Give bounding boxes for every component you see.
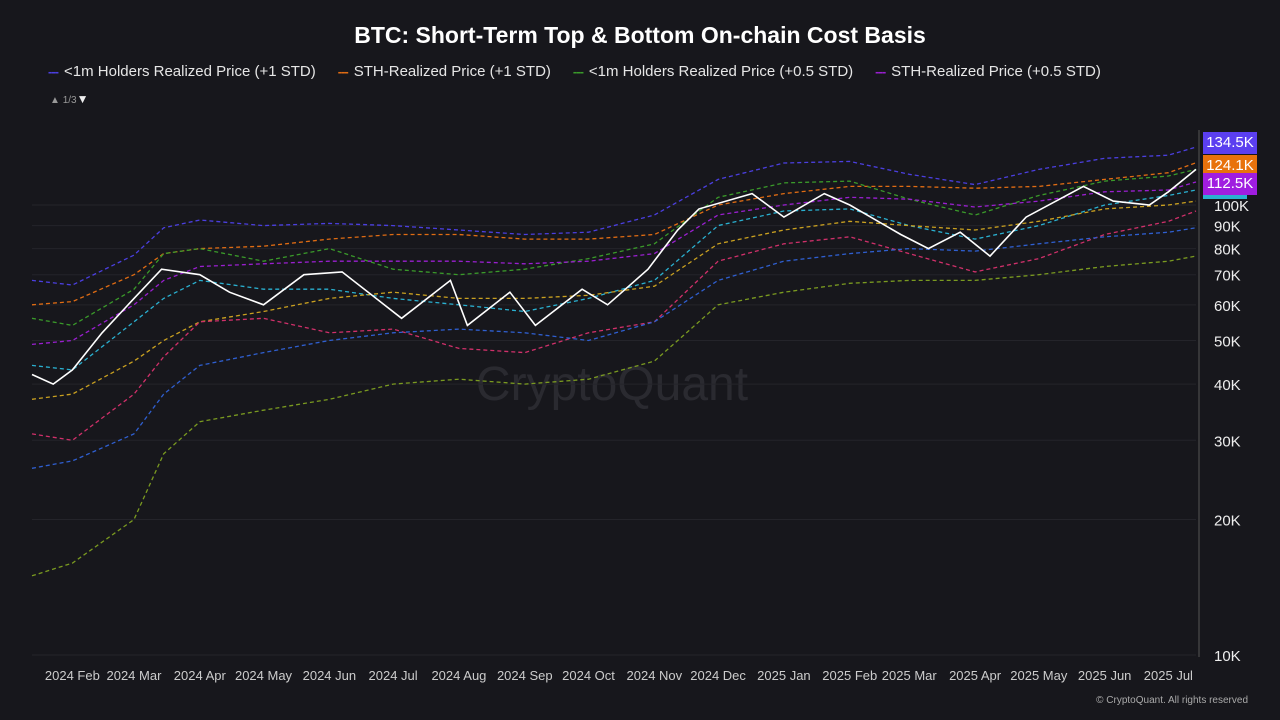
legend-dash-icon: --- [572,64,584,79]
x-tick-label: 2025 Jan [757,668,811,683]
copyright: © CryptoQuant. All rights reserved [1096,695,1248,706]
legend-label: STH-Realized Price (+0.5 STD) [891,63,1101,80]
x-tick-label: 2024 Feb [45,668,100,683]
x-tick-label: 2025 May [1010,668,1068,683]
series-line-0 [31,146,1197,286]
legend-dash-icon: --- [48,64,59,79]
x-tick-label: 2024 Dec [690,668,746,683]
legend-dash-icon: --- [337,64,349,79]
series-line-7 [31,227,1197,469]
y-tick-label: 10K [1214,648,1241,665]
series-line-5 [31,200,1197,400]
y-tick-label: 100K [1214,198,1249,215]
pager-down-icon[interactable]: ▼ [76,92,89,106]
x-tick-label: 2025 Jul [1144,668,1193,683]
y-tick-label: 50K [1214,333,1241,350]
series-line-6 [31,210,1197,441]
y-tick-label: 90K [1214,219,1241,236]
pager-up-icon[interactable]: ▲ [50,95,60,106]
y-tick-label: 80K [1214,242,1241,259]
y-tick-label: 30K [1214,433,1241,450]
legend-item[interactable]: --- <1m Holders Realized Price (+1 STD) [48,63,316,80]
x-tick-label: 2024 Mar [106,668,162,683]
legend-label: <1m Holders Realized Price (+0.5 STD) [588,63,854,80]
legend-item[interactable]: --- STH-Realized Price (+1 STD) [338,63,551,80]
y-tick-label: 40K [1214,377,1241,394]
x-tick-label: 2024 May [235,668,293,683]
last-value-badge-cyan [1203,195,1247,199]
btc-price-line [31,168,1197,386]
last-value-badge: 134.5K [1203,132,1257,154]
legend-dash-icon: --- [875,64,886,79]
x-tick-label: 2025 Apr [949,668,1002,683]
last-value-badge: 124.1K [1203,155,1257,177]
x-tick-label: 2024 Oct [562,668,615,683]
series-line-2 [31,168,1197,327]
legend: --- <1m Holders Realized Price (+1 STD) --… [48,63,1101,80]
legend-pager[interactable]: ▲ 1/3▼ [50,92,88,106]
legend-label: <1m Holders Realized Price (+1 STD) [64,63,316,80]
x-tick-label: 2024 Apr [174,668,227,683]
legend-label: STH-Realized Price (+1 STD) [353,63,551,80]
x-tick-label: 2024 Nov [627,668,683,683]
x-tick-label: 2025 Feb [822,668,877,683]
y-tick-label: 60K [1214,298,1241,315]
x-tick-label: 2024 Sep [497,668,553,683]
pager-label: 1/3 [62,95,77,106]
chart-title: BTC: Short-Term Top & Bottom On-chain Co… [354,22,926,48]
x-tick-label: 2024 Jul [369,668,418,683]
y-tick-label: 20K [1214,513,1241,530]
legend-item[interactable]: --- <1m Holders Realized Price (+0.5 STD) [573,63,853,80]
last-value-badge: 112.5K [1203,173,1257,195]
x-tick-label: 2024 Aug [431,668,486,683]
x-tick-label: 2025 Jun [1078,668,1132,683]
x-tick-label: 2025 Mar [882,668,938,683]
series-line-1 [31,162,1197,306]
x-tick-label: 2024 Jun [303,668,357,683]
series-line-3 [31,181,1197,346]
series-line-8 [31,255,1197,577]
legend-item[interactable]: --- STH-Realized Price (+0.5 STD) [875,63,1101,80]
y-tick-label: 70K [1214,268,1241,285]
series-line-4 [31,189,1197,371]
